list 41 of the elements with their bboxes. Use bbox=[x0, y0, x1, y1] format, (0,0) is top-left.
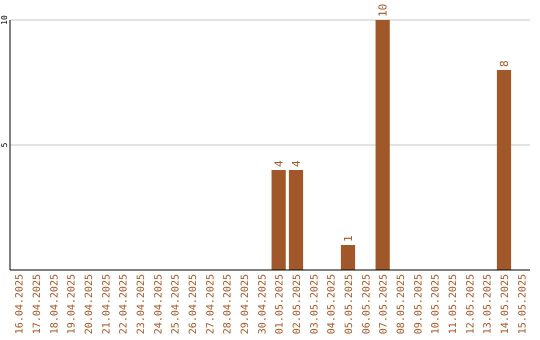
x-tick-label: 25.04.2025 bbox=[170, 274, 182, 334]
x-tick-label: 15.05.2025 bbox=[517, 274, 528, 334]
x-tick-label: 07.05.2025 bbox=[378, 274, 390, 334]
data-label: 4 bbox=[272, 160, 286, 167]
x-tick-label: 02.05.2025 bbox=[292, 274, 303, 334]
x-tick-label: 11.05.2025 bbox=[448, 274, 459, 334]
x-tick-label: 06.05.2025 bbox=[361, 274, 372, 334]
x-tick-label: 10.05.2025 bbox=[430, 274, 442, 334]
x-tick-label: 21.04.2025 bbox=[101, 274, 112, 334]
x-tick-label: 24.04.2025 bbox=[153, 274, 164, 334]
y-tick-label: 5 bbox=[0, 142, 9, 148]
bar bbox=[376, 20, 390, 270]
bar bbox=[272, 170, 286, 270]
data-label: 1 bbox=[342, 235, 355, 242]
data-label: 8 bbox=[498, 60, 511, 67]
x-tick-label: 30.04.2025 bbox=[257, 274, 268, 334]
x-tick-label: 29.04.2025 bbox=[240, 274, 251, 334]
x-tick-label: 08.05.2025 bbox=[396, 274, 407, 334]
x-tick-label: 09.05.2025 bbox=[413, 274, 424, 334]
x-tick-label: 17.04.2025 bbox=[32, 274, 43, 334]
x-tick-label: 12.05.2025 bbox=[465, 274, 476, 334]
data-label: 4 bbox=[290, 160, 303, 167]
x-tick-label: 18.04.2025 bbox=[49, 274, 60, 334]
x-tick-label: 22.04.2025 bbox=[118, 274, 130, 334]
x-tick-label: 20.04.2025 bbox=[84, 274, 95, 334]
x-tick-label: 14.05.2025 bbox=[500, 274, 511, 334]
x-tick-label: 01.05.2025 bbox=[274, 274, 286, 334]
x-tick-label: 23.04.2025 bbox=[136, 274, 147, 334]
x-tick-label: 13.05.2025 bbox=[482, 274, 494, 334]
x-tick-label: 27.04.2025 bbox=[205, 274, 216, 334]
x-tick-label: 19.04.2025 bbox=[66, 274, 78, 334]
data-label: 10 bbox=[376, 4, 390, 17]
x-tick-label: 03.05.2025 bbox=[309, 274, 320, 334]
bar bbox=[288, 170, 304, 270]
x-tick-label: 26.04.2025 bbox=[188, 274, 199, 334]
x-tick-label: 05.05.2025 bbox=[344, 274, 355, 334]
bar bbox=[340, 245, 356, 270]
bar bbox=[496, 70, 512, 270]
x-tick-label: 04.05.2025 bbox=[326, 274, 338, 334]
x-tick-label: 28.04.2025 bbox=[222, 274, 234, 334]
x-tick-label: 16.04.2025 bbox=[14, 274, 26, 334]
